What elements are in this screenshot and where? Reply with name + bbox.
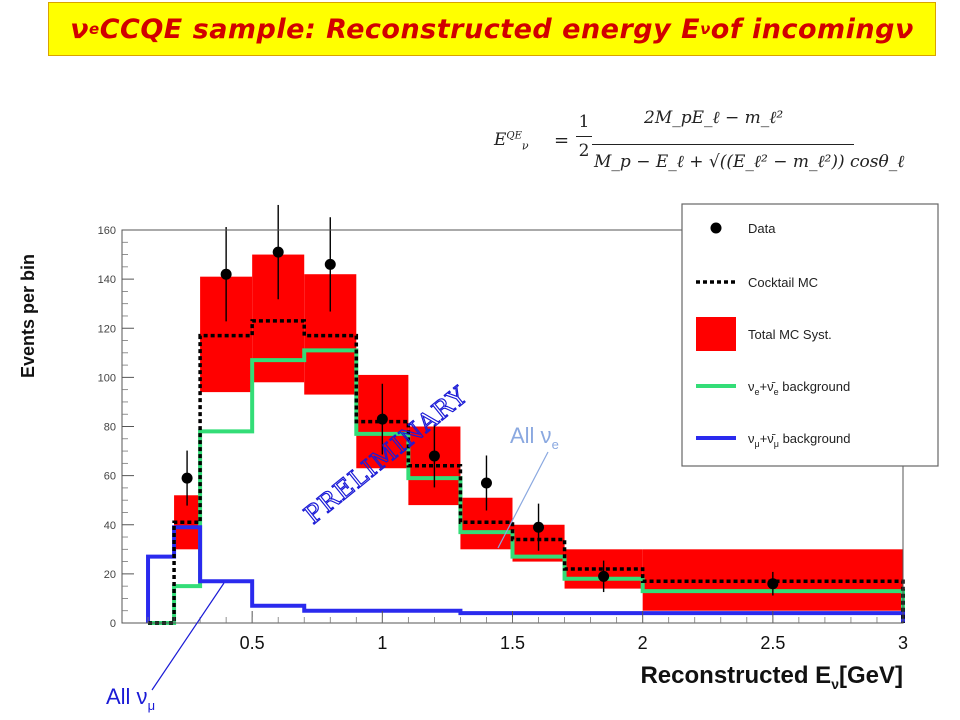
y-tick-label: 60	[104, 471, 116, 483]
data-point	[533, 521, 545, 533]
formula-denominator: M_p − E_ℓ + √((E_ℓ² − m_ℓ²)) cosθ_ℓ	[594, 152, 905, 172]
y-axis-label: Events per bin	[18, 254, 38, 378]
y-tick-label: 80	[104, 422, 116, 434]
formula-numerator: 2M_pE_ℓ − m_ℓ²	[644, 108, 784, 128]
all-numu-pointer	[151, 582, 225, 691]
all-nue-pointer	[497, 451, 549, 549]
y-tick-label: 40	[104, 520, 116, 532]
legend-label: Data	[748, 221, 776, 236]
legend-data-marker	[710, 222, 722, 234]
formula-lhs: EQEν	[494, 130, 529, 153]
title-text-1: CCQE sample: Reconstructed energy E	[99, 13, 701, 45]
formula-equals: =	[554, 130, 570, 151]
y-tick-label: 140	[98, 274, 116, 286]
data-point	[272, 246, 284, 258]
y-tick-label: 0	[110, 618, 116, 630]
legend-label: Total MC Syst.	[748, 327, 832, 342]
legend-label: Cocktail MC	[748, 275, 818, 290]
x-tick-label: 1.5	[500, 633, 525, 653]
y-tick-label: 120	[98, 323, 116, 335]
formula-fraction-line	[592, 144, 854, 145]
all-numu-label: All νμ	[106, 684, 155, 713]
data-point	[220, 268, 232, 280]
x-tick-label: 3	[898, 633, 908, 653]
data-point	[767, 578, 779, 590]
x-tick-label: 2.5	[760, 633, 785, 653]
y-tick-label: 160	[98, 225, 116, 237]
title-nu: ν	[70, 13, 90, 45]
x-tick-label: 2	[638, 633, 648, 653]
data-point	[480, 477, 492, 489]
x-tick-label: 0.5	[240, 633, 265, 653]
legend-label: νe+ν̄e background	[748, 379, 850, 397]
y-tick-label: 100	[98, 372, 116, 384]
data-point	[376, 413, 388, 425]
data-point	[428, 450, 440, 462]
x-tick-label: 1	[377, 633, 387, 653]
title-text-2: of incoming	[710, 13, 895, 45]
x-axis-label: Reconstructed Eν[GeV]	[640, 662, 903, 692]
title-sub-nu: ν	[700, 20, 711, 38]
data-point	[181, 472, 193, 484]
data-point	[324, 258, 336, 270]
data-point	[598, 570, 610, 582]
y-tick-label: 20	[104, 569, 116, 581]
all-nue-label: All νe	[510, 423, 559, 452]
title-sub-e: e	[89, 20, 100, 38]
legend-label: νμ+ν̄μ background	[748, 431, 851, 449]
title-nu-end: ν	[894, 13, 914, 45]
legend-syst-swatch	[696, 317, 736, 351]
